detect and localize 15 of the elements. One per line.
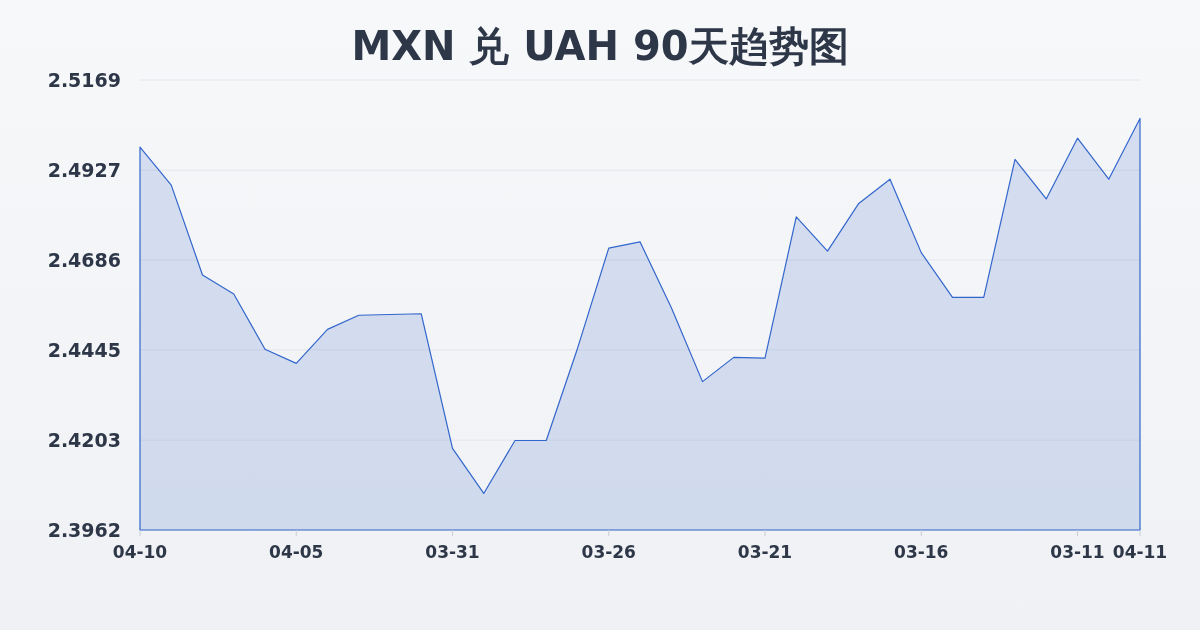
x-tick-label: 04-11 <box>1112 542 1168 562</box>
x-tick-label: 03-21 <box>737 542 793 562</box>
chart-title: MXN 兑 UAH 90天趋势图 <box>351 23 849 69</box>
y-tick-label: 2.4927 <box>47 158 121 181</box>
x-tick-label: 04-10 <box>112 542 168 562</box>
y-tick-label: 2.4445 <box>47 338 121 361</box>
x-tick-label: 04-05 <box>269 542 324 562</box>
x-tick-label: 03-26 <box>581 542 636 562</box>
x-tick-label: 03-16 <box>894 542 949 562</box>
y-tick-label: 2.5169 <box>47 68 121 91</box>
x-tick-label: 03-31 <box>425 542 480 562</box>
x-tick-label: 03-11 <box>1050 542 1105 562</box>
y-tick-label: 2.4686 <box>47 248 121 271</box>
y-tick-label: 2.3962 <box>47 518 121 541</box>
y-tick-label: 2.4203 <box>47 428 121 451</box>
